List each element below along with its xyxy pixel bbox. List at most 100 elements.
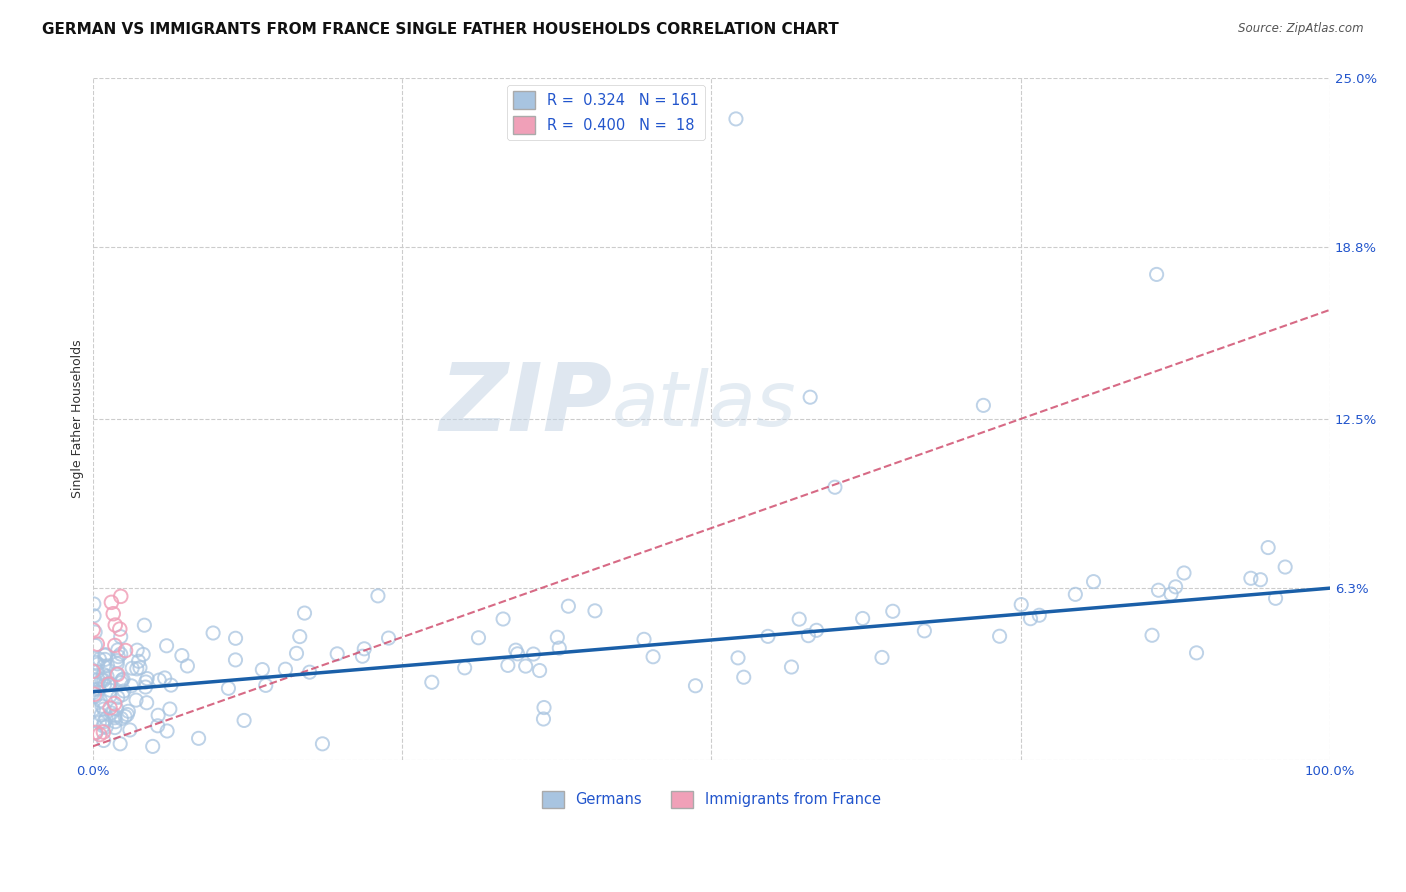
Point: [110, 675, 132, 690]
Point: [111, 688, 134, 702]
Point: [103, 607, 125, 621]
Point: [104, 697, 127, 711]
Point: [107, 649, 129, 664]
Point: [202, 626, 225, 640]
Point: [756, 629, 779, 643]
Point: [82, 686, 104, 700]
Point: [82, 702, 104, 716]
Point: [100, 677, 122, 691]
Point: [89, 694, 111, 708]
Point: [118, 723, 141, 737]
Point: [86, 657, 108, 672]
Point: [82, 623, 104, 637]
Point: [146, 719, 169, 733]
Point: [104, 714, 127, 729]
Point: [367, 589, 389, 603]
Point: [94, 652, 117, 666]
Point: [176, 659, 198, 673]
Point: [326, 647, 349, 661]
Point: [533, 712, 555, 726]
Point: [96, 669, 118, 683]
Point: [806, 624, 828, 638]
Point: [98, 701, 121, 715]
Point: [125, 662, 148, 676]
Point: [467, 631, 489, 645]
Point: [104, 639, 127, 653]
Point: [641, 649, 664, 664]
Point: [453, 661, 475, 675]
Point: [104, 721, 127, 735]
Point: [633, 632, 655, 647]
Point: [311, 737, 333, 751]
Point: [87, 682, 110, 697]
Point: [89, 727, 111, 741]
Point: [548, 641, 571, 656]
Point: [294, 606, 316, 620]
Point: [114, 643, 136, 657]
Point: [522, 647, 544, 661]
Point: [111, 672, 134, 686]
Point: [100, 595, 122, 609]
Point: [108, 737, 131, 751]
Point: [83, 682, 105, 697]
Point: [160, 678, 183, 692]
Point: [1010, 598, 1032, 612]
Point: [799, 390, 821, 404]
Point: [90, 673, 112, 687]
Point: [546, 630, 568, 644]
Point: [89, 652, 111, 666]
Point: [84, 726, 107, 740]
Point: [1257, 541, 1279, 555]
Point: [84, 690, 107, 704]
Point: [496, 658, 519, 673]
Point: [110, 647, 132, 661]
Point: [155, 639, 177, 653]
Point: [224, 653, 246, 667]
Point: [870, 650, 893, 665]
Point: [252, 663, 274, 677]
Point: [1147, 583, 1170, 598]
Text: Source: ZipAtlas.com: Source: ZipAtlas.com: [1239, 22, 1364, 36]
Point: [1028, 608, 1050, 623]
Point: [492, 612, 515, 626]
Point: [89, 715, 111, 730]
Point: [129, 661, 152, 675]
Point: [82, 665, 104, 679]
Point: [86, 656, 108, 670]
Point: [1264, 591, 1286, 606]
Point: [93, 733, 115, 747]
Point: [114, 709, 136, 723]
Point: [135, 696, 157, 710]
Point: [685, 679, 707, 693]
Text: ZIP: ZIP: [439, 359, 612, 451]
Point: [298, 665, 321, 680]
Point: [1240, 571, 1263, 585]
Point: [98, 676, 121, 690]
Point: [274, 662, 297, 676]
Point: [83, 608, 105, 623]
Point: [285, 646, 308, 660]
Point: [377, 631, 399, 645]
Point: [104, 708, 127, 723]
Point: [852, 611, 875, 625]
Point: [83, 673, 105, 687]
Point: [724, 112, 747, 126]
Point: [1164, 580, 1187, 594]
Point: [100, 706, 122, 720]
Point: [146, 708, 169, 723]
Point: [83, 687, 105, 701]
Point: [117, 704, 139, 718]
Point: [120, 679, 142, 693]
Point: [557, 599, 579, 614]
Point: [105, 702, 128, 716]
Point: [105, 654, 128, 668]
Point: [156, 723, 179, 738]
Point: [121, 661, 143, 675]
Point: [420, 675, 443, 690]
Point: [159, 702, 181, 716]
Point: [110, 590, 132, 604]
Point: [107, 690, 129, 705]
Point: [733, 670, 755, 684]
Point: [90, 708, 112, 723]
Point: [93, 667, 115, 681]
